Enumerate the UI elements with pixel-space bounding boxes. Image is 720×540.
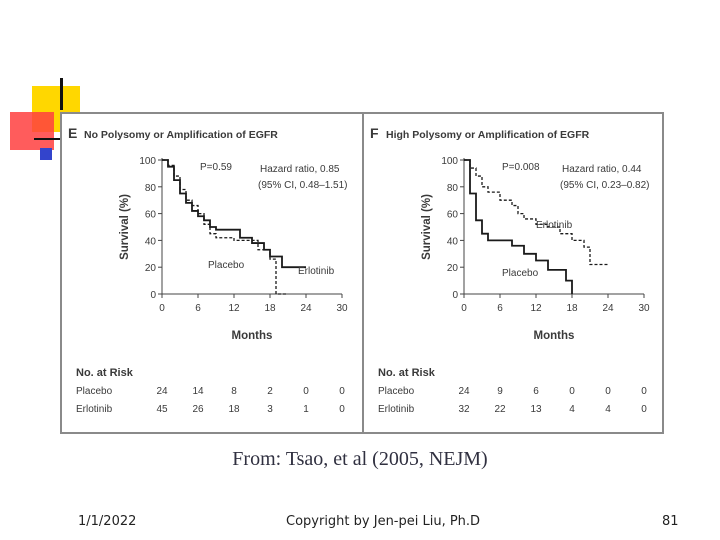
chart-f-risk-table-header: No. at Risk xyxy=(378,367,436,379)
chart-e-x-tick-label: 18 xyxy=(264,303,276,314)
chart-f-risk-cell: 0 xyxy=(641,404,647,415)
chart-f-y-tick-label: 0 xyxy=(452,290,458,301)
deco-blue-square xyxy=(40,148,52,160)
chart-f-y-tick-label: 20 xyxy=(447,263,459,274)
chart-f-y-tick-label: 100 xyxy=(441,156,458,167)
chart-e-risk-cell: 24 xyxy=(156,386,168,397)
chart-f-series-label-erlotinib: Erlotinib xyxy=(536,220,573,231)
chart-e-risk-cell: 8 xyxy=(231,386,237,397)
chart-e-x-tick-label: 6 xyxy=(195,303,201,314)
chart-f-y-tick-label: 40 xyxy=(447,236,459,247)
chart-e-risk-cell: 3 xyxy=(267,404,273,415)
chart-f-risk-cell: 0 xyxy=(641,386,647,397)
chart-e-risk-cell: 26 xyxy=(192,404,204,415)
chart-f-risk-cell: 9 xyxy=(497,386,503,397)
chart-f-curve-erlotinib xyxy=(464,159,608,266)
chart-f-risk-cell: 24 xyxy=(458,386,470,397)
chart-e-curve-placebo xyxy=(162,159,306,269)
panel-e: E No Polysomy or Amplification of EGFR 0 20… xyxy=(62,114,360,432)
chart-f-curve-placebo xyxy=(464,159,573,294)
chart-f-risk-cell: 32 xyxy=(458,404,470,415)
chart-e-x-tick-label: 12 xyxy=(228,303,240,314)
panel-f: F High Polysomy or Amplification of EGFR 0… xyxy=(364,114,662,432)
chart-f-confidence-interval: (95% CI, 0.23–0.82) xyxy=(560,180,650,191)
chart-f: F High Polysomy or Amplification of EGFR 0… xyxy=(370,125,650,415)
chart-e-x-tick-label: 30 xyxy=(336,303,348,314)
chart-e-risk-cell: 2 xyxy=(267,386,273,397)
chart-f-title: High Polysomy or Amplification of EGFR xyxy=(386,129,590,141)
chart-f-risk-cell: 22 xyxy=(494,404,506,415)
footer-date: 1/1/2022 xyxy=(78,514,137,529)
chart-e-panel-letter: E xyxy=(68,125,77,141)
chart-e: E No Polysomy or Amplification of EGFR020… xyxy=(68,125,348,415)
chart-f-risk-cell: 0 xyxy=(605,386,611,397)
deco-horizontal-line xyxy=(34,138,62,140)
chart-f-y-axis-label: Survival (%) xyxy=(421,194,433,260)
chart-e-y-tick-label: 0 xyxy=(150,290,156,301)
deco-red-square xyxy=(10,112,54,150)
panel-divider xyxy=(362,114,364,432)
chart-e-risk-table-header: No. at Risk xyxy=(76,367,134,379)
chart-e-risk-cell: 0 xyxy=(303,386,309,397)
chart-e-series-label-erlotinib: Erlotinib xyxy=(298,266,335,277)
chart-e-x-tick-label: 0 xyxy=(159,303,165,314)
chart-f-panel-letter: F xyxy=(370,125,379,141)
chart-f-x-tick-label: 6 xyxy=(497,303,503,314)
chart-e-risk-cell: 18 xyxy=(228,404,240,415)
chart-f-p-value: P=0.008 xyxy=(502,162,540,173)
footer-copyright: Copyright by Jen-pei Liu, Ph.D xyxy=(286,514,481,529)
chart-f-risk-cell: 0 xyxy=(569,386,575,397)
chart-e-hazard-ratio: Hazard ratio, 0.85 xyxy=(260,164,340,175)
chart-f-risk-cell: 4 xyxy=(605,404,611,415)
chart-e-confidence-interval: (95% CI, 0.48–1.51) xyxy=(258,180,348,191)
chart-f-x-tick-label: 12 xyxy=(530,303,542,314)
chart-e-y-tick-label: 40 xyxy=(145,236,157,247)
chart-e-risk-cell: 14 xyxy=(192,386,204,397)
chart-f-risk-row-label: Erlotinib xyxy=(378,404,415,415)
chart-e-y-tick-label: 60 xyxy=(145,210,157,221)
chart-e-risk-cell: 1 xyxy=(303,404,309,415)
chart-e-risk-cell: 45 xyxy=(156,404,168,415)
chart-f-x-axis-label: Months xyxy=(534,330,575,342)
chart-e-title: No Polysomy or Amplification of EGFR xyxy=(84,129,278,141)
chart-f-x-tick-label: 18 xyxy=(566,303,578,314)
chart-e-y-tick-label: 80 xyxy=(145,183,157,194)
chart-e-risk-row-label: Placebo xyxy=(76,386,113,397)
chart-e-risk-cell: 0 xyxy=(339,386,345,397)
chart-e-curve-erlotinib xyxy=(162,159,288,295)
chart-e-risk-cell: 0 xyxy=(339,404,345,415)
chart-e-p-value: P=0.59 xyxy=(200,162,232,173)
chart-f-x-tick-label: 30 xyxy=(638,303,650,314)
chart-f-x-tick-label: 24 xyxy=(602,303,614,314)
chart-f-risk-cell: 6 xyxy=(533,386,539,397)
chart-f-y-tick-label: 60 xyxy=(447,210,459,221)
figure-caption: From: Tsao, et al (2005, NEJM) xyxy=(232,448,488,470)
chart-f-risk-row-label: Placebo xyxy=(378,386,415,397)
chart-e-y-axis-label: Survival (%) xyxy=(119,194,131,260)
chart-f-y-tick-label: 80 xyxy=(447,183,459,194)
chart-e-x-tick-label: 24 xyxy=(300,303,312,314)
page-number: 81 xyxy=(662,514,679,529)
chart-f-x-tick-label: 0 xyxy=(461,303,467,314)
chart-f-hazard-ratio: Hazard ratio, 0.44 xyxy=(562,164,642,175)
chart-e-risk-row-label: Erlotinib xyxy=(76,404,113,415)
chart-f-risk-cell: 4 xyxy=(569,404,575,415)
chart-e-x-axis-label: Months xyxy=(232,330,273,342)
deco-vertical-line xyxy=(60,78,63,110)
chart-e-y-tick-label: 20 xyxy=(145,263,157,274)
chart-f-series-label-placebo: Placebo xyxy=(502,268,539,279)
chart-e-y-tick-label: 100 xyxy=(139,156,156,167)
km-figure: E No Polysomy or Amplification of EGFR 0 20… xyxy=(60,112,664,434)
chart-e-series-label-placebo: Placebo xyxy=(208,260,245,271)
chart-f-risk-cell: 13 xyxy=(530,404,542,415)
